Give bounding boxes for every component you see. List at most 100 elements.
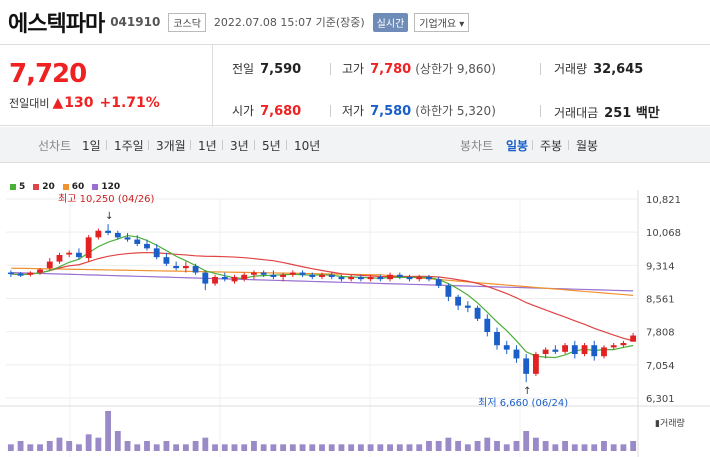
tab-monthly[interactable]: 월봉 <box>576 139 599 153</box>
candle <box>396 274 403 277</box>
low-annotation: 최저 6,660 (06/24) <box>478 397 568 409</box>
realtime-button[interactable]: 실시간 <box>372 12 409 32</box>
volume-bar <box>503 444 510 451</box>
candle <box>95 230 102 238</box>
tab-1d[interactable]: 1일 <box>82 139 101 153</box>
legend-ma20: 20 <box>33 182 55 192</box>
candle <box>153 248 160 258</box>
volume-bar <box>455 441 462 451</box>
volume-bar <box>319 444 325 451</box>
candle <box>76 252 82 258</box>
candle <box>630 335 637 342</box>
tab-3m[interactable]: 3개월 <box>156 139 186 153</box>
volume-bar <box>513 441 520 451</box>
volume-bar <box>377 444 384 451</box>
candle <box>445 285 452 297</box>
candle <box>173 265 180 269</box>
candle <box>260 272 267 275</box>
volume-label: 거래량 <box>554 62 588 76</box>
volume-bar <box>182 444 189 451</box>
tab-candle-chart[interactable]: 봉차트 <box>460 139 494 153</box>
y-tick-label: 6,301 <box>646 394 675 405</box>
volume-bar <box>17 441 24 451</box>
volume-bar <box>357 444 364 451</box>
candle <box>289 272 296 275</box>
tab-5y[interactable]: 5년 <box>262 139 281 153</box>
corp-info-button[interactable]: 기업개요 ▾ <box>414 12 470 32</box>
volume-bar <box>192 441 199 451</box>
candle <box>406 276 413 280</box>
candle <box>494 332 500 346</box>
volume-bar <box>299 444 306 451</box>
volume-bar <box>27 444 34 451</box>
volume-legend-label: ▮거래량 <box>655 419 685 429</box>
candle <box>503 345 510 350</box>
candle <box>387 274 393 280</box>
y-tick-label: 8,561 <box>646 295 675 306</box>
candle <box>192 265 199 273</box>
candle <box>455 296 462 306</box>
candle <box>523 358 530 374</box>
volume-bar <box>221 444 228 451</box>
change-value: 130 <box>64 95 94 111</box>
volume-bar <box>270 444 277 451</box>
volume-bar <box>435 441 442 451</box>
tab-1y[interactable]: 1년 <box>198 139 217 153</box>
candle <box>144 243 150 249</box>
lower-limit: (하한가 5,320) <box>415 104 496 118</box>
open-label: 시가 <box>232 104 255 118</box>
volume-bar <box>153 444 160 451</box>
y-tick-label: 10,068 <box>646 228 681 239</box>
volume-bar <box>523 431 530 451</box>
prev-close: 전일 7,590 <box>232 60 301 77</box>
candlestick-chart[interactable]: 10,821 10,068 9,314 8,561 7,808 7,054 6,301 최고 … <box>0 190 710 457</box>
change-label: 전일대비 <box>9 97 50 110</box>
candle <box>134 239 141 244</box>
low-price: 저가 7,580 (하한가 5,320) <box>342 102 496 119</box>
candle <box>338 276 345 280</box>
volume-bar <box>620 444 627 451</box>
candle <box>367 276 374 280</box>
candle <box>114 232 121 238</box>
candle <box>464 305 471 308</box>
volume-bar <box>416 444 423 451</box>
volume-bar <box>552 444 559 451</box>
candle <box>571 345 578 355</box>
y-tick-label: 9,314 <box>646 261 675 272</box>
divider <box>286 140 287 150</box>
candle <box>56 254 63 262</box>
volume-bar <box>562 441 568 451</box>
y-tick-label: 7,808 <box>646 328 675 339</box>
ma5-line <box>10 234 634 359</box>
volume-bar <box>289 444 296 451</box>
candle <box>591 345 598 357</box>
volume-bar <box>474 441 481 451</box>
high-price: 고가 7,780 (상한가 9,860) <box>342 60 496 77</box>
candle <box>474 307 481 319</box>
candle <box>319 274 325 277</box>
volume-bar <box>426 441 432 451</box>
up-arrow-icon: ↑ <box>523 386 531 397</box>
candle <box>601 347 607 357</box>
volume-value: 32,645 <box>593 62 644 77</box>
tab-line-chart[interactable]: 선차트 <box>38 139 72 153</box>
divider <box>540 63 541 75</box>
volume-bar <box>571 444 578 451</box>
divider <box>568 140 569 150</box>
volume-bar <box>173 444 180 451</box>
candle <box>270 274 277 277</box>
volume-bar <box>114 431 121 451</box>
volume-bar <box>581 444 588 451</box>
candle <box>328 274 335 277</box>
volume-bar <box>66 441 73 451</box>
tab-1w[interactable]: 1주일 <box>114 139 144 153</box>
volume-bar <box>212 444 218 451</box>
tab-3y[interactable]: 3년 <box>230 139 249 153</box>
tab-10y[interactable]: 10년 <box>294 139 321 153</box>
tab-weekly[interactable]: 주봉 <box>540 139 563 153</box>
tab-daily[interactable]: 일봉 <box>506 139 529 153</box>
candle <box>532 354 539 374</box>
prev-label: 전일 <box>232 62 255 76</box>
volume-bar <box>7 444 14 451</box>
amount-label: 거래대금 <box>554 106 599 120</box>
